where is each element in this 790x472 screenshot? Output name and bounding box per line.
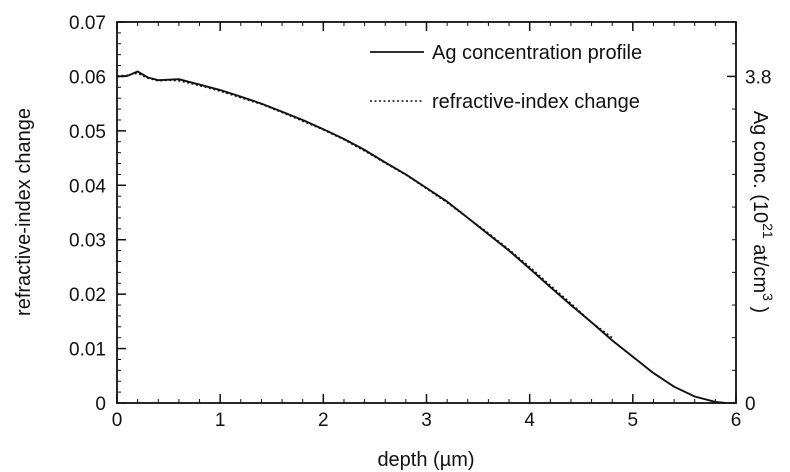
right-axis-title: Ag conc. (1021 at/cm3 ) bbox=[749, 111, 776, 313]
x-tick-label: 1 bbox=[215, 410, 226, 431]
right-tick-label: 3.8 bbox=[745, 67, 771, 88]
series-layer bbox=[116, 70, 726, 404]
y-tick-label: 0.04 bbox=[69, 176, 106, 197]
series-line-ag-concentration bbox=[116, 70, 726, 404]
x-ticks: 0 1 2 3 4 5 6 bbox=[112, 22, 742, 431]
x-tick-label: 0 bbox=[112, 410, 123, 431]
y-axis-title: refractive-index change bbox=[13, 108, 35, 316]
plot-frame bbox=[116, 21, 737, 404]
x-tick-label: 5 bbox=[628, 410, 639, 431]
y-tick-label: 0.06 bbox=[69, 67, 106, 88]
legend: Ag concentration profile refractive-inde… bbox=[370, 42, 642, 113]
x-tick-label: 4 bbox=[524, 410, 535, 431]
y-tick-label: 0.07 bbox=[69, 13, 106, 34]
right-ticks: 03.8 bbox=[727, 43, 771, 415]
x-tick-label: 3 bbox=[421, 410, 432, 431]
y-ticks: 0 0.01 0.02 0.03 0.04 0.05 0.06 0.07 bbox=[69, 13, 126, 415]
x-axis-title: depth (µm) bbox=[377, 449, 474, 471]
right-axis-title-exp: 3 bbox=[760, 293, 776, 301]
legend-label-0: Ag concentration profile bbox=[432, 42, 642, 64]
x-tick-label: 6 bbox=[731, 410, 742, 431]
right-tick-label: 0 bbox=[745, 394, 756, 415]
y-tick-label: 0.05 bbox=[69, 122, 106, 143]
right-axis-title-exp: 21 bbox=[760, 223, 776, 239]
x-tick-label: 2 bbox=[318, 410, 329, 431]
right-axis-title-part: at/cm bbox=[749, 239, 771, 293]
right-axis-title-part: Ag conc. (10 bbox=[749, 111, 771, 223]
right-axis-title-part: ) bbox=[749, 301, 771, 313]
y-tick-label: 0 bbox=[95, 394, 106, 415]
y-tick-label: 0.02 bbox=[69, 285, 106, 306]
series-line-refractive-index bbox=[116, 72, 613, 339]
y-tick-label: 0.03 bbox=[69, 231, 106, 252]
legend-label-1: refractive-index change bbox=[432, 91, 640, 113]
y-tick-label: 0.01 bbox=[69, 340, 106, 361]
